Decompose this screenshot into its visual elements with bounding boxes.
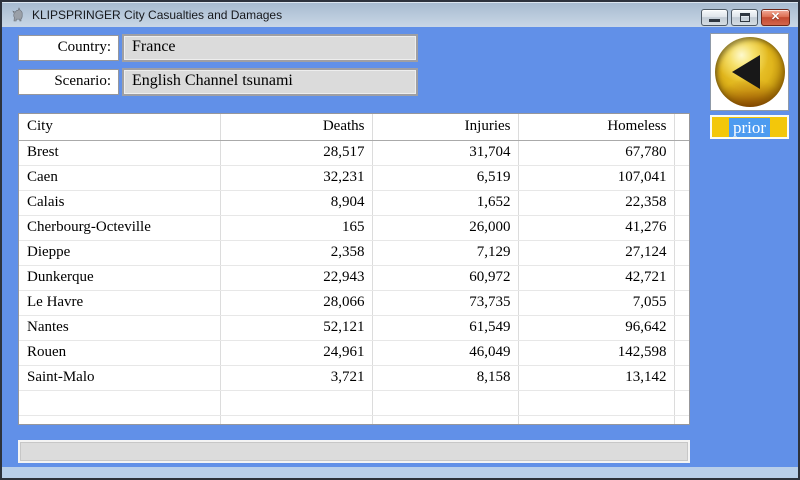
city-cell: Dunkerque <box>19 265 220 290</box>
deaths-cell: 22,943 <box>220 265 372 290</box>
homeless-cell: 13,142 <box>518 365 674 390</box>
scenario-field: English Channel tsunami <box>122 68 418 96</box>
city-cell: Nantes <box>19 315 220 340</box>
empty-row <box>19 415 689 425</box>
spacer-cell <box>674 215 689 240</box>
homeless-cell: 22,358 <box>518 190 674 215</box>
homeless-cell: 7,055 <box>518 290 674 315</box>
spacer-cell <box>674 290 689 315</box>
maximize-button[interactable] <box>731 9 758 26</box>
prior-button-label[interactable]: prior <box>710 115 789 139</box>
spacer-cell <box>674 190 689 215</box>
homeless-cell: 96,642 <box>518 315 674 340</box>
city-cell: Caen <box>19 165 220 190</box>
city-cell: Saint-Malo <box>19 365 220 390</box>
table-row[interactable]: Dieppe 2,358 7,129 27,124 <box>19 240 689 265</box>
injuries-cell: 7,129 <box>372 240 518 265</box>
homeless-cell: 107,041 <box>518 165 674 190</box>
injuries-cell: 60,972 <box>372 265 518 290</box>
injuries-cell: 31,704 <box>372 140 518 165</box>
spacer-cell <box>674 315 689 340</box>
injuries-cell: 1,652 <box>372 190 518 215</box>
city-cell: Dieppe <box>19 240 220 265</box>
injuries-cell: 8,158 <box>372 365 518 390</box>
table-row[interactable]: Le Havre 28,066 73,735 7,055 <box>19 290 689 315</box>
table-row[interactable]: Caen 32,231 6,519 107,041 <box>19 165 689 190</box>
spacer-cell <box>674 340 689 365</box>
table-row[interactable]: Brest 28,517 31,704 67,780 <box>19 140 689 165</box>
deaths-cell: 28,517 <box>220 140 372 165</box>
spacer-cell <box>674 240 689 265</box>
empty-row <box>19 390 689 415</box>
spacer-cell <box>674 365 689 390</box>
country-label: Country: <box>18 35 119 61</box>
table-row[interactable]: Rouen 24,961 46,049 142,598 <box>19 340 689 365</box>
close-button[interactable]: ✕ <box>761 9 790 26</box>
window-bottom-edge <box>2 467 798 478</box>
injuries-cell: 6,519 <box>372 165 518 190</box>
column-header-spacer <box>674 114 689 140</box>
homeless-cell: 41,276 <box>518 215 674 240</box>
table-header-row: City Deaths Injuries Homeless <box>19 114 689 140</box>
homeless-cell: 142,598 <box>518 340 674 365</box>
window-title: KLIPSPRINGER City Casualties and Damages <box>32 8 282 22</box>
status-bar <box>18 440 690 463</box>
injuries-cell: 73,735 <box>372 290 518 315</box>
table-row[interactable]: Cherbourg-Octeville 165 26,000 41,276 <box>19 215 689 240</box>
deaths-cell: 3,721 <box>220 365 372 390</box>
maximize-icon <box>740 13 750 22</box>
spacer-cell <box>674 165 689 190</box>
table-row[interactable]: Dunkerque 22,943 60,972 42,721 <box>19 265 689 290</box>
injuries-cell: 61,549 <box>372 315 518 340</box>
city-cell: Cherbourg-Octeville <box>19 215 220 240</box>
homeless-cell: 42,721 <box>518 265 674 290</box>
homeless-cell: 67,780 <box>518 140 674 165</box>
deaths-cell: 28,066 <box>220 290 372 315</box>
column-header-city: City <box>19 114 220 140</box>
injuries-cell: 46,049 <box>372 340 518 365</box>
city-cell: Rouen <box>19 340 220 365</box>
table-row[interactable]: Saint-Malo 3,721 8,158 13,142 <box>19 365 689 390</box>
column-header-homeless: Homeless <box>518 114 674 140</box>
country-field: France <box>122 34 418 62</box>
spacer-cell <box>674 140 689 165</box>
scenario-label: Scenario: <box>18 69 119 95</box>
minimize-button[interactable] <box>701 9 728 26</box>
city-cell: Brest <box>19 140 220 165</box>
city-cell: Le Havre <box>19 290 220 315</box>
app-window: KLIPSPRINGER City Casualties and Damages… <box>0 0 800 480</box>
column-header-deaths: Deaths <box>220 114 372 140</box>
homeless-cell: 27,124 <box>518 240 674 265</box>
table-row[interactable]: Nantes 52,121 61,549 96,642 <box>19 315 689 340</box>
injuries-cell: 26,000 <box>372 215 518 240</box>
left-arrow-gold-orb-icon <box>715 37 785 107</box>
deaths-cell: 24,961 <box>220 340 372 365</box>
deaths-cell: 2,358 <box>220 240 372 265</box>
titlebar[interactable]: KLIPSPRINGER City Casualties and Damages… <box>2 2 798 27</box>
city-cell: Calais <box>19 190 220 215</box>
close-icon: ✕ <box>771 12 780 23</box>
left-arrow-icon <box>732 55 760 89</box>
minimize-icon <box>709 19 720 22</box>
prior-button[interactable] <box>710 33 789 111</box>
table-row[interactable]: Calais 8,904 1,652 22,358 <box>19 190 689 215</box>
prior-label-text: prior <box>729 118 770 137</box>
column-header-injuries: Injuries <box>372 114 518 140</box>
deaths-cell: 165 <box>220 215 372 240</box>
deaths-cell: 52,121 <box>220 315 372 340</box>
window-controls: ✕ <box>698 9 790 26</box>
casualties-table: City Deaths Injuries Homeless Brest 28,5… <box>18 113 690 425</box>
klipspringer-app-icon <box>10 7 26 23</box>
deaths-cell: 32,231 <box>220 165 372 190</box>
deaths-cell: 8,904 <box>220 190 372 215</box>
spacer-cell <box>674 265 689 290</box>
